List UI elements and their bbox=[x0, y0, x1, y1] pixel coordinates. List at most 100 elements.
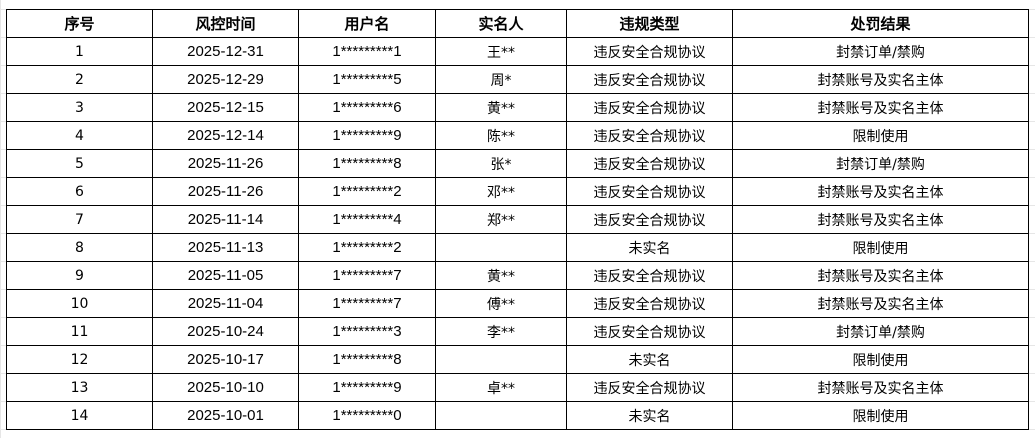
cell-col-time[interactable]: 2025-10-24 bbox=[152, 317, 299, 346]
cell-col-realname[interactable] bbox=[435, 233, 567, 262]
cell-col-penalty[interactable]: 限制使用 bbox=[732, 345, 1029, 374]
cell-col-username[interactable]: 1*********9 bbox=[298, 121, 436, 150]
cell-col-username[interactable]: 1*********7 bbox=[298, 261, 436, 290]
cell-col-username[interactable]: 1*********3 bbox=[298, 317, 436, 346]
cell-col-realname[interactable]: 黄** bbox=[435, 93, 567, 122]
cell-col-realname[interactable] bbox=[435, 345, 567, 374]
cell-col-violation[interactable]: 违反安全合规协议 bbox=[566, 65, 733, 94]
cell-col-time[interactable]: 2025-12-31 bbox=[152, 37, 299, 66]
cell-col-username[interactable]: 1*********8 bbox=[298, 345, 436, 374]
cell-col-penalty[interactable]: 封禁订单/禁购 bbox=[732, 149, 1029, 178]
cell-col-penalty[interactable]: 封禁账号及实名主体 bbox=[732, 261, 1029, 290]
cell-col-penalty[interactable]: 封禁账号及实名主体 bbox=[732, 93, 1029, 122]
cell-col-penalty[interactable]: 封禁账号及实名主体 bbox=[732, 65, 1029, 94]
cell-col-realname[interactable]: 郑** bbox=[435, 205, 567, 234]
cell-col-index[interactable]: 10 bbox=[6, 289, 153, 318]
cell-col-realname[interactable]: 周* bbox=[435, 65, 567, 94]
cell-col-penalty[interactable]: 限制使用 bbox=[732, 233, 1029, 262]
cell-col-index[interactable]: 11 bbox=[6, 317, 153, 346]
cell-col-penalty[interactable]: 封禁账号及实名主体 bbox=[732, 289, 1029, 318]
cell-col-username[interactable]: 1*********8 bbox=[298, 149, 436, 178]
table-row: 1 2025-12-31 1*********1 王** 违反安全合规协议 封禁订单/禁购 bbox=[6, 37, 1029, 66]
cell-col-time[interactable]: 2025-11-04 bbox=[152, 289, 299, 318]
cell-col-username[interactable]: 1*********2 bbox=[298, 233, 436, 262]
table-row: 10 2025-11-04 1*********7 傅** 违反安全合规协议 封禁账号及实… bbox=[6, 289, 1029, 318]
cell-col-violation[interactable]: 未实名 bbox=[566, 233, 733, 262]
table-row: 7 2025-11-14 1*********4 郑** 违反安全合规协议 封禁账号及实名… bbox=[6, 205, 1029, 234]
cell-col-time[interactable]: 2025-12-14 bbox=[152, 121, 299, 150]
cell-col-index[interactable]: 4 bbox=[6, 121, 153, 150]
cell-col-time[interactable]: 2025-11-26 bbox=[152, 149, 299, 178]
cell-col-realname[interactable]: 李** bbox=[435, 317, 567, 346]
cell-col-violation[interactable]: 违反安全合规协议 bbox=[566, 149, 733, 178]
cell-col-time[interactable]: 2025-12-29 bbox=[152, 65, 299, 94]
cell-col-realname[interactable]: 张* bbox=[435, 149, 567, 178]
cell-col-username[interactable]: 1*********2 bbox=[298, 177, 436, 206]
cell-col-time[interactable]: 2025-11-13 bbox=[152, 233, 299, 262]
cell-col-violation[interactable]: 违反安全合规协议 bbox=[566, 373, 733, 402]
cell-col-time[interactable]: 2025-10-01 bbox=[152, 401, 299, 430]
header-col-penalty: 处罚结果 bbox=[732, 9, 1029, 38]
cell-col-penalty[interactable]: 限制使用 bbox=[732, 121, 1029, 150]
cell-col-time[interactable]: 2025-11-26 bbox=[152, 177, 299, 206]
table-row: 2 2025-12-29 1*********5 周* 违反安全合规协议 封禁账号及实名主… bbox=[6, 65, 1029, 94]
risk-control-table: 序号 风控时间 用户名 实名人 违规类型 处罚结果 1 2025-12-31 1*******… bbox=[6, 9, 1029, 430]
cell-col-penalty[interactable]: 封禁订单/禁购 bbox=[732, 317, 1029, 346]
cell-col-penalty[interactable]: 封禁订单/禁购 bbox=[732, 37, 1029, 66]
cell-col-index[interactable]: 1 bbox=[6, 37, 153, 66]
cell-col-violation[interactable]: 未实名 bbox=[566, 401, 733, 430]
cell-col-index[interactable]: 2 bbox=[6, 65, 153, 94]
cell-col-violation[interactable]: 违反安全合规协议 bbox=[566, 37, 733, 66]
cell-col-username[interactable]: 1*********1 bbox=[298, 37, 436, 66]
header-col-violation: 违规类型 bbox=[566, 9, 733, 38]
cell-col-username[interactable]: 1*********4 bbox=[298, 205, 436, 234]
cell-col-time[interactable]: 2025-10-17 bbox=[152, 345, 299, 374]
header-row: 序号 风控时间 用户名 实名人 违规类型 处罚结果 bbox=[6, 9, 1029, 38]
cell-col-username[interactable]: 1*********0 bbox=[298, 401, 436, 430]
cell-col-index[interactable]: 13 bbox=[6, 373, 153, 402]
cell-col-index[interactable]: 5 bbox=[6, 149, 153, 178]
cell-col-index[interactable]: 8 bbox=[6, 233, 153, 262]
cell-col-username[interactable]: 1*********9 bbox=[298, 373, 436, 402]
cell-col-time[interactable]: 2025-11-14 bbox=[152, 205, 299, 234]
cell-col-penalty[interactable]: 封禁账号及实名主体 bbox=[732, 373, 1029, 402]
table-row: 3 2025-12-15 1*********6 黄** 违反安全合规协议 封禁账号及实名… bbox=[6, 93, 1029, 122]
cell-col-username[interactable]: 1*********6 bbox=[298, 93, 436, 122]
cell-col-violation[interactable]: 违反安全合规协议 bbox=[566, 205, 733, 234]
table-row: 8 2025-11-13 1*********2 未实名 限制使用 bbox=[6, 233, 1029, 262]
cell-col-index[interactable]: 6 bbox=[6, 177, 153, 206]
cell-col-penalty[interactable]: 封禁账号及实名主体 bbox=[732, 205, 1029, 234]
table-row: 5 2025-11-26 1*********8 张* 违反安全合规协议 封禁订单/禁购 bbox=[6, 149, 1029, 178]
cell-col-time[interactable]: 2025-10-10 bbox=[152, 373, 299, 402]
cell-col-violation[interactable]: 违反安全合规协议 bbox=[566, 177, 733, 206]
cell-col-index[interactable]: 12 bbox=[6, 345, 153, 374]
cell-col-realname[interactable]: 王** bbox=[435, 37, 567, 66]
cell-col-violation[interactable]: 未实名 bbox=[566, 345, 733, 374]
cell-col-violation[interactable]: 违反安全合规协议 bbox=[566, 121, 733, 150]
cell-col-penalty[interactable]: 封禁账号及实名主体 bbox=[732, 177, 1029, 206]
table-row: 12 2025-10-17 1*********8 未实名 限制使用 bbox=[6, 345, 1029, 374]
table-row: 4 2025-12-14 1*********9 陈** 违反安全合规协议 限制使用 bbox=[6, 121, 1029, 150]
cell-col-time[interactable]: 2025-11-05 bbox=[152, 261, 299, 290]
cell-col-index[interactable]: 9 bbox=[6, 261, 153, 290]
cell-col-violation[interactable]: 违反安全合规协议 bbox=[566, 93, 733, 122]
cell-col-violation[interactable]: 违反安全合规协议 bbox=[566, 317, 733, 346]
table-row: 13 2025-10-10 1*********9 卓** 违反安全合规协议 封禁账号及实… bbox=[6, 373, 1029, 402]
cell-col-realname[interactable]: 傅** bbox=[435, 289, 567, 318]
cell-col-realname[interactable]: 邓** bbox=[435, 177, 567, 206]
cell-col-time[interactable]: 2025-12-15 bbox=[152, 93, 299, 122]
cell-col-index[interactable]: 3 bbox=[6, 93, 153, 122]
table-row: 9 2025-11-05 1*********7 黄** 违反安全合规协议 封禁账号及实名… bbox=[6, 261, 1029, 290]
cell-col-violation[interactable]: 违反安全合规协议 bbox=[566, 289, 733, 318]
cell-col-username[interactable]: 1*********5 bbox=[298, 65, 436, 94]
cell-col-penalty[interactable]: 限制使用 bbox=[732, 401, 1029, 430]
cell-col-username[interactable]: 1*********7 bbox=[298, 289, 436, 318]
cell-col-realname[interactable]: 黄** bbox=[435, 261, 567, 290]
cell-col-realname[interactable]: 陈** bbox=[435, 121, 567, 150]
table-row: 14 2025-10-01 1*********0 未实名 限制使用 bbox=[6, 401, 1029, 430]
cell-col-realname[interactable] bbox=[435, 401, 567, 430]
cell-col-realname[interactable]: 卓** bbox=[435, 373, 567, 402]
cell-col-index[interactable]: 7 bbox=[6, 205, 153, 234]
cell-col-violation[interactable]: 违反安全合规协议 bbox=[566, 261, 733, 290]
cell-col-index[interactable]: 14 bbox=[6, 401, 153, 430]
